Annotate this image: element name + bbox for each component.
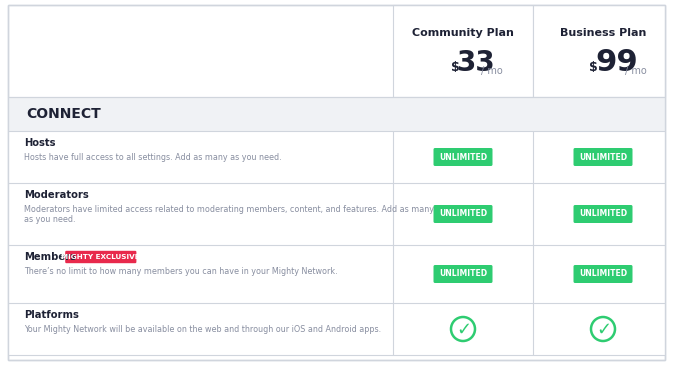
FancyBboxPatch shape — [573, 265, 633, 283]
FancyBboxPatch shape — [433, 205, 493, 223]
Text: There’s no limit to how many members you can have in your Mighty Network.: There’s no limit to how many members you… — [24, 266, 338, 276]
Bar — [533, 5, 665, 97]
Text: Hosts: Hosts — [24, 138, 55, 148]
Text: UNLIMITED: UNLIMITED — [579, 269, 627, 278]
Text: UNLIMITED: UNLIMITED — [439, 269, 487, 278]
Text: UNLIMITED: UNLIMITED — [439, 153, 487, 161]
FancyBboxPatch shape — [573, 205, 633, 223]
Text: UNLIMITED: UNLIMITED — [439, 210, 487, 219]
Text: Platforms: Platforms — [24, 310, 79, 320]
Bar — [8, 303, 665, 355]
Text: Community Plan: Community Plan — [412, 28, 514, 38]
FancyBboxPatch shape — [433, 148, 493, 166]
Text: as you need.: as you need. — [24, 215, 75, 223]
Text: CONNECT: CONNECT — [26, 107, 101, 121]
Bar — [8, 131, 665, 183]
Text: 33: 33 — [456, 49, 495, 77]
Text: / mo: / mo — [625, 66, 647, 76]
Text: Hosts have full access to all settings. Add as many as you need.: Hosts have full access to all settings. … — [24, 153, 281, 161]
Text: ✓: ✓ — [596, 321, 612, 339]
FancyBboxPatch shape — [433, 265, 493, 283]
Text: / mo: / mo — [481, 66, 503, 76]
Text: Your Mighty Network will be available on the web and through our iOS and Android: Your Mighty Network will be available on… — [24, 324, 381, 334]
Text: MIGHTY EXCLUSIVE: MIGHTY EXCLUSIVE — [61, 254, 140, 260]
Text: Business Plan: Business Plan — [560, 28, 646, 38]
Text: Members: Members — [24, 252, 76, 262]
Text: Moderators: Moderators — [24, 190, 89, 200]
Text: $: $ — [589, 61, 598, 74]
Bar — [8, 183, 665, 245]
Text: Moderators have limited access related to moderating members, content, and featu: Moderators have limited access related t… — [24, 204, 434, 214]
Bar — [393, 5, 533, 97]
Text: $: $ — [451, 61, 460, 74]
Bar — [8, 97, 665, 131]
Text: 99: 99 — [595, 48, 638, 77]
Text: UNLIMITED: UNLIMITED — [579, 153, 627, 161]
FancyBboxPatch shape — [65, 251, 137, 263]
Bar — [8, 245, 665, 303]
Text: UNLIMITED: UNLIMITED — [579, 210, 627, 219]
Text: ✓: ✓ — [456, 321, 472, 339]
FancyBboxPatch shape — [573, 148, 633, 166]
